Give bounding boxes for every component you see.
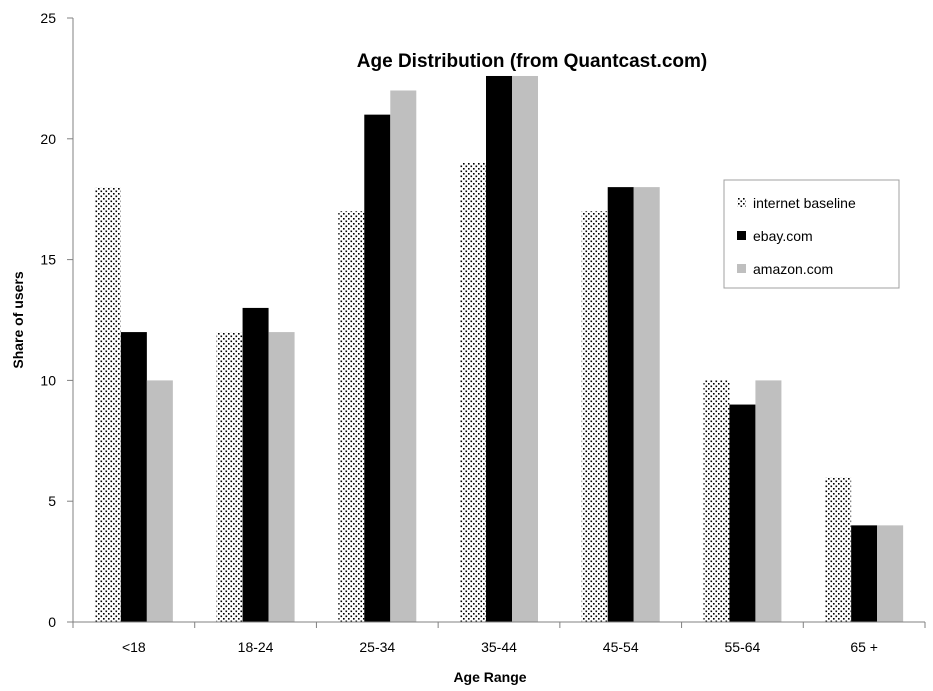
- bars: [94, 75, 904, 623]
- bar-internet-baseline-3: [460, 162, 486, 622]
- bar-amazon-3: [512, 75, 538, 622]
- legend-swatch-amazon: [737, 264, 746, 273]
- bar-ebay-3: [486, 75, 512, 622]
- x-axis-title: Age Range: [453, 669, 526, 685]
- y-axis-ticks: 0 5 10 15 20 25: [40, 10, 73, 630]
- y-axis-title: Share of users: [10, 271, 26, 368]
- legend-label-ebay: ebay.com: [753, 228, 813, 244]
- bar-amazon-6: [877, 525, 904, 622]
- bar-ebay-1: [242, 307, 269, 622]
- y-tick-label: 0: [48, 614, 56, 630]
- bar-internet-baseline-0: [94, 187, 121, 622]
- legend-item-internet-baseline: internet baseline: [737, 195, 856, 211]
- bar-amazon-0: [146, 380, 173, 622]
- bar-internet-baseline-6: [825, 477, 852, 622]
- x-tick-label: 25-34: [359, 639, 395, 655]
- legend-swatch-internet-baseline: [737, 198, 746, 207]
- legend-box: [723, 179, 900, 289]
- bar-amazon-2: [390, 90, 417, 623]
- bar-ebay-4: [607, 187, 634, 622]
- legend: internet baseline ebay.com amazon.com: [723, 179, 900, 289]
- y-tick-label: 25: [40, 10, 56, 26]
- legend-item-ebay: ebay.com: [737, 228, 813, 244]
- y-tick-label: 20: [40, 131, 56, 147]
- bar-internet-baseline-5: [703, 380, 730, 622]
- bar-internet-baseline-1: [216, 332, 243, 622]
- bar-amazon-5: [755, 380, 782, 622]
- bar-internet-baseline-2: [338, 211, 365, 622]
- bar-ebay-6: [851, 525, 878, 622]
- legend-label-amazon: amazon.com: [753, 261, 833, 277]
- x-tick-label: 45-54: [603, 639, 639, 655]
- bar-amazon-1: [268, 332, 295, 622]
- x-axis-ticks: <18 18-24 25-34 35-44 45-54 55-64 65 +: [72, 622, 926, 655]
- legend-label-internet-baseline: internet baseline: [753, 195, 856, 211]
- bar-amazon-4: [633, 187, 660, 622]
- y-tick-label: 10: [40, 372, 56, 388]
- x-tick-label: <18: [122, 639, 146, 655]
- x-tick-label: 65 +: [850, 639, 878, 655]
- chart-title: Age Distribution (from Quantcast.com): [357, 51, 707, 72]
- x-tick-label: 55-64: [725, 639, 761, 655]
- legend-item-amazon: amazon.com: [737, 261, 833, 277]
- bar-ebay-5: [729, 404, 756, 622]
- y-tick-label: 15: [40, 252, 56, 268]
- bar-ebay-2: [364, 114, 391, 622]
- x-tick-label: 18-24: [238, 639, 274, 655]
- legend-swatch-ebay: [737, 231, 746, 240]
- bar-ebay-0: [120, 332, 147, 622]
- x-tick-label: 35-44: [481, 639, 517, 655]
- bar-internet-baseline-4: [581, 211, 608, 622]
- y-tick-label: 5: [48, 493, 56, 509]
